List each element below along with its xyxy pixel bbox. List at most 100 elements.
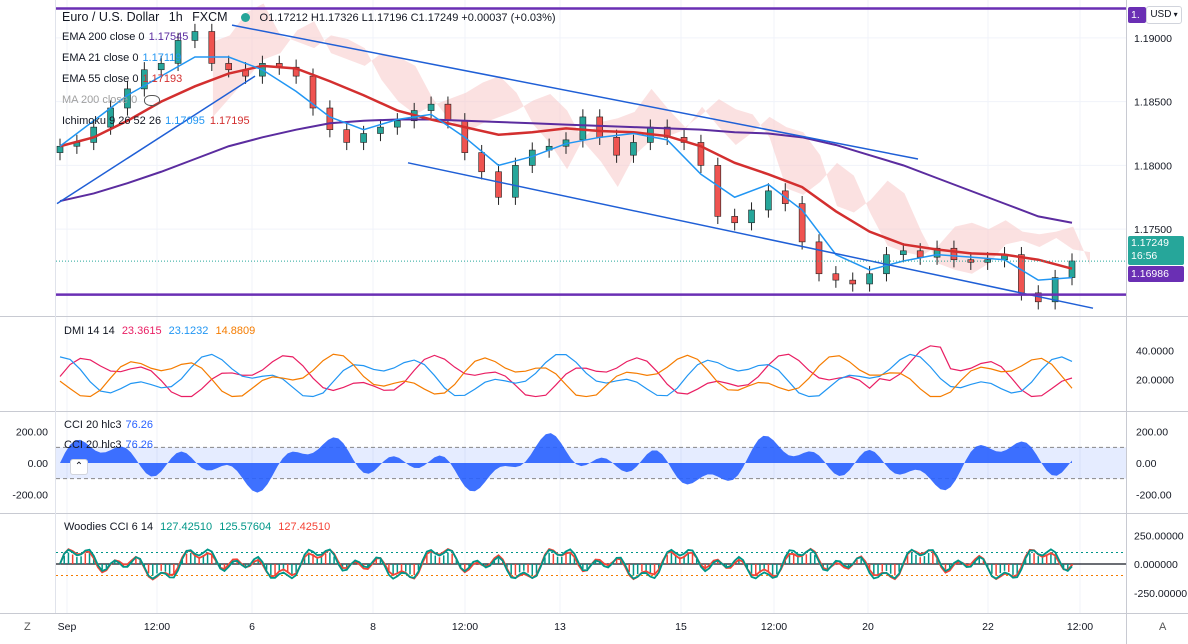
time-tick-label: 13 — [554, 621, 566, 633]
candle-body — [849, 279, 857, 285]
indicator-ichimoku[interactable]: Ichimoku 9 26 52 26 1.17095 1.17195 — [62, 115, 250, 127]
dmi-line — [59, 353, 1073, 398]
candle-body — [191, 31, 199, 41]
ohlc-values: O1.17212 H1.17326 L1.17196 C1.17249 +0.0… — [259, 12, 556, 24]
candle-body — [343, 129, 351, 143]
candle-body — [326, 107, 334, 130]
candle-body — [916, 250, 924, 258]
candle-body — [815, 241, 823, 275]
interval[interactable]: 1h — [168, 10, 183, 24]
dmi-pane[interactable] — [59, 345, 1073, 398]
candle-body — [174, 40, 182, 64]
series-line-ema200 — [59, 118, 1073, 224]
dmi-line — [59, 353, 1073, 398]
cci-area — [56, 433, 1072, 493]
time-tick-label: 22 — [982, 621, 994, 633]
source: FXCM — [192, 10, 228, 24]
candle-body — [141, 69, 148, 90]
collapse-legend-button[interactable]: ⌃ — [70, 459, 88, 475]
woodies-pane[interactable] — [56, 547, 1126, 581]
dmi-tick-label: 20.0000 — [1136, 374, 1174, 386]
indicator-ema55[interactable]: EMA 55 close 0 1.17193 — [62, 73, 183, 85]
candle-body — [292, 66, 300, 77]
support-level-tag: 1.16986 — [1128, 266, 1184, 282]
candle-body — [444, 103, 452, 122]
candle-body — [225, 63, 232, 71]
candle-body — [208, 31, 216, 64]
candle-body — [90, 126, 98, 143]
time-tick-label: 8 — [370, 621, 376, 633]
chevron-down-icon: ▾ — [1171, 10, 1178, 19]
time-tick-label: 15 — [675, 621, 687, 633]
last-price-tag: 1.17249 16:56 — [1128, 236, 1184, 265]
candle-body — [427, 103, 435, 111]
uptrend-line — [56, 75, 256, 205]
candle-body — [765, 190, 772, 211]
candle-body — [56, 145, 64, 153]
cci-tick-label-right: 200.00 — [1136, 427, 1168, 439]
candle-body — [900, 250, 907, 255]
candle-body — [1018, 254, 1025, 294]
candle-body — [832, 273, 840, 281]
candle-body — [512, 165, 519, 198]
price-tick-label: 1.18500 — [1134, 97, 1172, 109]
candle-body — [596, 116, 604, 138]
price-pane[interactable] — [56, 3, 1126, 310]
cci-tick-label-left: 0.00 — [28, 458, 49, 470]
time-tick-label: 12:00 — [1067, 621, 1093, 633]
indicator-ma200[interactable]: MA 200 close 0 — [62, 94, 161, 107]
candle-body — [714, 165, 722, 217]
legend-header: Euro / U.S. Dollar 1h FXCM O1.17212 H1.1… — [62, 10, 556, 26]
candle-body — [495, 171, 502, 198]
candle-body — [1051, 277, 1059, 303]
cci-tick-label-right: 0.00 — [1136, 458, 1157, 470]
candle-body — [950, 247, 958, 261]
auto-scale-button[interactable]: A — [1159, 621, 1167, 633]
dmi-line — [59, 345, 1073, 398]
candle-body — [377, 126, 384, 134]
cci-tick-label-right: -200.00 — [1136, 489, 1172, 501]
cci-tick-label-left: -200.00 — [12, 489, 48, 501]
candle-body — [697, 142, 705, 166]
channel-upper-line — [231, 24, 919, 160]
candle-body — [866, 273, 873, 285]
auto-zoom-button[interactable]: Z — [24, 621, 31, 633]
cci-pane[interactable] — [56, 433, 1126, 493]
woodies-tick-label: 250.00000 — [1134, 530, 1184, 542]
cci-tick-label-left: 200.00 — [16, 427, 48, 439]
candle-body — [157, 63, 165, 71]
candle-body — [360, 133, 367, 143]
woodies-tick-label: 0.000000 — [1134, 559, 1178, 571]
channel-lower-line — [407, 162, 1094, 309]
woodies-cci-line — [59, 548, 1073, 580]
time-tick-label: 12:00 — [144, 621, 170, 633]
candle-body — [630, 142, 637, 156]
time-tick-label: 6 — [249, 621, 255, 633]
cci-legend-2[interactable]: CCI 20 hlc3 76.26 — [64, 439, 154, 451]
dmi-legend[interactable]: DMI 14 14 23.3615 23.1232 14.8809 — [64, 325, 256, 337]
price-tick-label: 1.17500 — [1134, 224, 1172, 236]
candle-body — [731, 216, 738, 224]
candle-body — [613, 137, 620, 156]
indicator-ema200[interactable]: EMA 200 close 0 1.17545 — [62, 31, 189, 43]
time-tick-label: Sep — [58, 621, 77, 633]
top-level-tag: 1. — [1128, 7, 1146, 23]
time-tick-label: 20 — [862, 621, 874, 633]
chevron-up-icon: ⌃ — [74, 461, 84, 472]
symbol-name[interactable]: Euro / U.S. Dollar — [62, 10, 160, 24]
time-tick-label: 12:00 — [761, 621, 787, 633]
candle-body — [933, 247, 941, 258]
candle-body — [967, 259, 975, 263]
price-tick-label: 1.18000 — [1134, 160, 1172, 172]
candle-body — [478, 152, 485, 173]
hidden-eye-icon[interactable] — [144, 94, 161, 106]
series-line-ema21 — [59, 56, 1073, 281]
cci-legend-1[interactable]: CCI 20 hlc3 76.26 — [64, 419, 154, 431]
indicator-ema21[interactable]: EMA 21 close 0 1.17119 — [62, 52, 182, 64]
currency-button[interactable]: USD ▾ — [1146, 6, 1182, 24]
woodies-legend[interactable]: Woodies CCI 6 14 127.42510 125.57604 127… — [64, 521, 331, 533]
candle-body — [748, 209, 755, 224]
candle-body — [798, 203, 806, 243]
